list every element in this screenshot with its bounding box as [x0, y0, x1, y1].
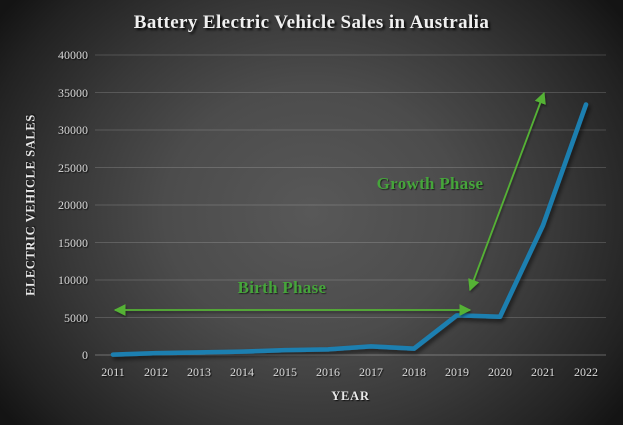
annotation-birth-phase: Birth Phase: [237, 278, 327, 297]
annotation-growth-phase: Growth Phase: [376, 174, 484, 193]
x-tick-label-2016: 2016: [316, 365, 340, 379]
y-tick-label-10000: 10000: [58, 273, 88, 287]
x-tick-label-2015: 2015: [273, 365, 297, 379]
y-tick-label-30000: 30000: [58, 123, 88, 137]
y-tick-label-40000: 40000: [58, 48, 88, 62]
x-tick-label-2019: 2019: [445, 365, 469, 379]
x-tick-label-2018: 2018: [402, 365, 426, 379]
x-tick-label-2013: 2013: [187, 365, 211, 379]
chart-title: Battery Electric Vehicle Sales in Austra…: [133, 12, 490, 33]
x-tick-label-2022: 2022: [574, 365, 598, 379]
x-tick-label-2020: 2020: [488, 365, 512, 379]
annotation-arrows: [113, 91, 546, 316]
x-tick-label-2017: 2017: [359, 365, 383, 379]
x-tick-label-2021: 2021: [531, 365, 555, 379]
x-tick-label-2011: 2011: [101, 365, 125, 379]
series-line-bev-sales: [110, 102, 589, 357]
y-tick-label-5000: 5000: [64, 310, 88, 325]
x-axis-title: YEAR: [331, 389, 370, 403]
growth-phase-arrow: [468, 91, 546, 292]
y-tick-label-15000: 15000: [58, 235, 88, 250]
x-tick-label-2014: 2014: [230, 365, 254, 379]
x-tick-label-2012: 2012: [144, 365, 168, 379]
y-tick-label-0: 0: [82, 348, 88, 362]
y-tick-label-35000: 35000: [58, 85, 88, 100]
y-tick-label-25000: 25000: [58, 160, 88, 175]
y-tick-label-20000: 20000: [58, 198, 88, 212]
